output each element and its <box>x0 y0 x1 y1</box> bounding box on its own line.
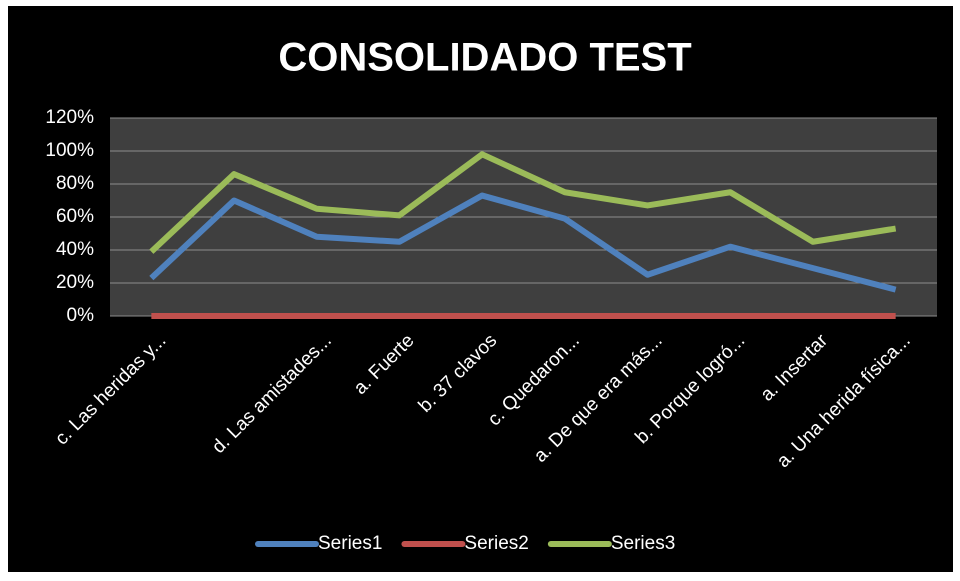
y-tick-label: 40% <box>56 239 94 260</box>
series-line <box>149 192 897 293</box>
y-tick-label: 100% <box>45 140 94 161</box>
legend-label: Series2 <box>464 533 528 554</box>
y-tick-label: 120% <box>45 107 94 128</box>
legend-label: Series3 <box>611 533 675 554</box>
legend-label: Series1 <box>318 533 382 554</box>
y-tick-label: 20% <box>56 272 94 293</box>
chart-title: CONSOLIDADO TEST <box>278 36 691 80</box>
y-tick-label: 60% <box>56 206 94 227</box>
y-tick-label: 80% <box>56 173 94 194</box>
y-tick-label: 0% <box>67 305 95 326</box>
series-line <box>149 151 897 254</box>
